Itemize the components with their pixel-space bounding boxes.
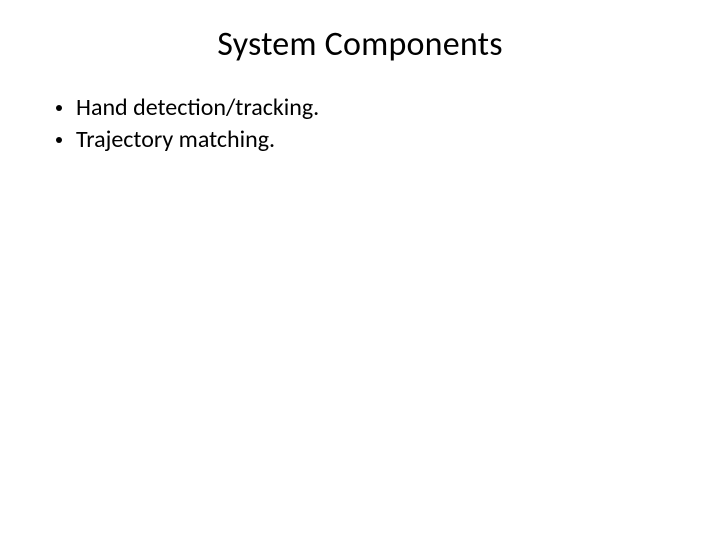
slide-container: System Components Hand detection/trackin… — [0, 0, 720, 540]
list-item: Trajectory matching. — [56, 125, 672, 155]
bullet-icon — [56, 105, 62, 111]
list-item: Hand detection/tracking. — [56, 93, 672, 123]
bullet-text: Trajectory matching. — [76, 125, 672, 155]
bullet-text: Hand detection/tracking. — [76, 93, 672, 123]
bullet-list: Hand detection/tracking. Trajectory matc… — [48, 93, 672, 155]
bullet-icon — [56, 137, 62, 143]
slide-title: System Components — [48, 24, 672, 65]
